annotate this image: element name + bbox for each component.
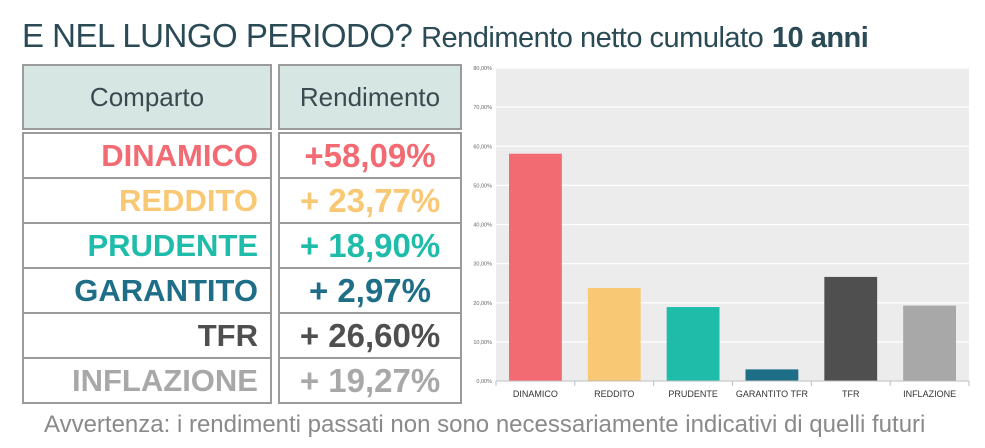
table-row-name: TFR <box>22 312 272 359</box>
y-tick-label: 80,00% <box>473 66 492 72</box>
bar <box>666 307 720 381</box>
x-category-label: INFLAZIONE <box>903 389 956 399</box>
bar <box>509 153 562 381</box>
table-row-name: PRUDENTE <box>22 222 272 269</box>
table-row-value: + 18,90% <box>278 222 462 269</box>
title-question: E NEL LUNGO PERIODO? <box>22 17 413 54</box>
x-category-label: GARANTITO TFR <box>736 389 809 399</box>
y-tick-label: 10,00% <box>473 340 492 346</box>
table-row-value: +58,09% <box>278 132 462 179</box>
table-row-value: + 23,77% <box>278 177 462 224</box>
y-tick-label: 40,00% <box>473 223 492 229</box>
page-title: E NEL LUNGO PERIODO? Rendimento netto cu… <box>22 14 972 58</box>
disclaimer-text: Avvertenza: i rendimenti passati non son… <box>44 411 926 438</box>
y-tick-label: 30,00% <box>473 262 492 268</box>
title-subtitle: Rendimento netto cumulato <box>421 22 764 54</box>
x-category-label: TFR <box>842 389 860 399</box>
x-category-label: PRUDENTE <box>668 389 718 399</box>
returns-bar-chart: 0,00% 10,00% 20,00% 30,00% 40,00% 50,00% 60,00… <box>473 66 970 399</box>
table-row-name: DINAMICO <box>22 132 272 179</box>
y-tick-label: 20,00% <box>473 301 492 307</box>
y-tick-label: 70,00% <box>473 105 492 111</box>
table-row-value: + 26,60% <box>278 312 462 359</box>
header-rendimento: Rendimento <box>278 64 462 130</box>
title-period: 10 anni <box>771 22 869 54</box>
bar <box>824 276 878 381</box>
header-comparto: Comparto <box>22 64 272 130</box>
bar <box>587 287 641 381</box>
x-category-label: DINAMICO <box>513 389 558 399</box>
x-category-label: REDDITO <box>594 389 634 399</box>
table-row-name: REDDITO <box>22 177 272 224</box>
table-row-value: + 2,97% <box>278 267 462 314</box>
table-row-name: INFLAZIONE <box>22 357 272 404</box>
y-tick-label: 0,00% <box>476 379 492 385</box>
table-row-value: + 19,27% <box>278 357 462 404</box>
bar <box>903 305 956 381</box>
bar <box>745 369 799 381</box>
y-tick-label: 50,00% <box>473 183 492 189</box>
y-tick-label: 60,00% <box>473 144 492 150</box>
table-row-name: GARANTITO <box>22 267 272 314</box>
